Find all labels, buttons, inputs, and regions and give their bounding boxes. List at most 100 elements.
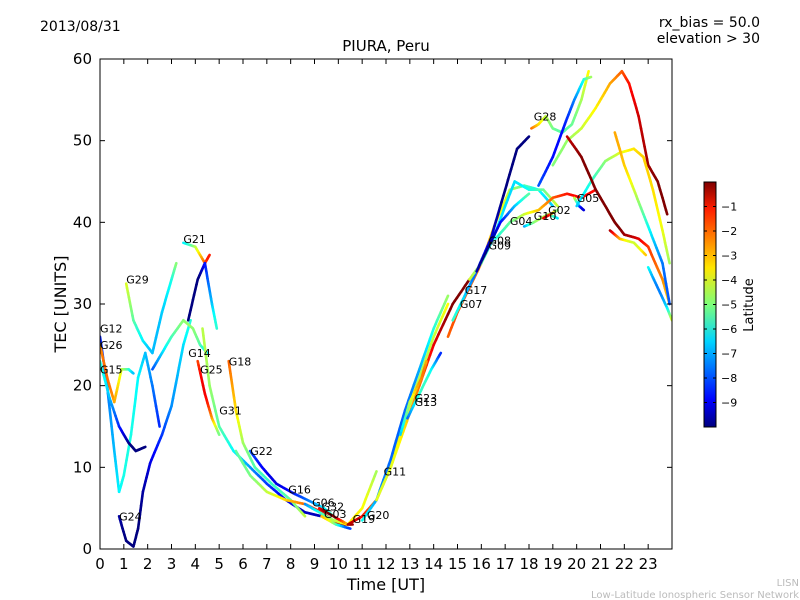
- series-G12: [100, 335, 161, 494]
- satellite-label: G04: [510, 215, 533, 228]
- satellite-label: G06: [312, 497, 335, 510]
- y-tick-label: 10: [73, 458, 92, 476]
- y-tick-label: 0: [82, 540, 92, 558]
- elevation-label: elevation > 30: [657, 31, 760, 47]
- satellite-label: G02: [548, 204, 571, 217]
- series-segment: [438, 351, 443, 357]
- x-tick-label: 17: [496, 555, 515, 573]
- x-tick-label: 6: [238, 555, 248, 573]
- satellite-label: G11: [384, 466, 407, 479]
- satellite-label: G26: [100, 339, 123, 352]
- x-tick-label: 5: [214, 555, 224, 573]
- series-segment: [301, 512, 307, 518]
- satellite-label: G12: [100, 323, 123, 336]
- x-tick-label: 7: [262, 555, 272, 573]
- series-segment: [347, 526, 352, 530]
- series-track-33: [613, 131, 671, 306]
- x-tick-label: 21: [591, 555, 610, 573]
- satellite-label: G31: [219, 404, 242, 417]
- y-tick-label: 60: [73, 50, 92, 68]
- x-tick-label: 9: [310, 555, 320, 573]
- satellite-label: G15: [100, 363, 123, 376]
- series-G26: [100, 343, 135, 404]
- satellite-label: G17: [465, 284, 488, 297]
- series-layer: [100, 70, 672, 548]
- y-tick-label: 50: [73, 132, 92, 150]
- x-axis-label: Time [UT]: [346, 575, 425, 594]
- series-G14: [151, 318, 209, 371]
- series-G06: [303, 470, 378, 526]
- satellite-label: G05: [577, 192, 600, 205]
- axis-ticks: 0 1 2 3 4 5 6 7 8 9 10 11 12 13 14 15 16 17 18 19 20 21 22 2301…: [73, 50, 672, 573]
- series-segment: [424, 359, 428, 365]
- series-segment: [107, 400, 112, 412]
- x-tick-label: 3: [167, 555, 177, 573]
- satellite-label: G29: [126, 274, 149, 287]
- colorbar-label: Latitude: [742, 278, 757, 332]
- x-tick-label: 12: [376, 555, 395, 573]
- series-segment: [554, 202, 559, 208]
- series-segment: [188, 318, 192, 325]
- satellite-label: G13: [415, 396, 438, 409]
- series-segment: [581, 208, 586, 212]
- colorbar-tick-label: −4: [721, 274, 737, 287]
- series-segment: [142, 445, 147, 449]
- x-tick-label: 15: [448, 555, 467, 573]
- y-tick-label: 40: [73, 213, 92, 231]
- x-tick-label: 18: [519, 555, 538, 573]
- y-tick-label: 20: [73, 377, 92, 395]
- footer-org-short: LISN: [777, 578, 799, 589]
- series-G08: [475, 192, 531, 273]
- colorbar-tick-label: −3: [721, 250, 737, 263]
- series-G29: [124, 261, 178, 355]
- series-G32: [317, 506, 350, 526]
- x-tick-label: 10: [329, 555, 348, 573]
- series-segment: [157, 420, 161, 428]
- series-segment: [109, 416, 113, 428]
- x-tick-label: 19: [543, 555, 562, 573]
- series-track-35: [646, 265, 672, 322]
- series-G25: [196, 359, 221, 437]
- colorbar-tick-label: −6: [721, 323, 737, 336]
- series-segment: [373, 470, 378, 478]
- satellite-label: G20: [367, 509, 390, 522]
- satellite-label: G32: [322, 501, 345, 514]
- series-segment: [112, 441, 116, 453]
- series-segment: [549, 202, 555, 208]
- series-G28: [530, 70, 590, 134]
- series-G21: [182, 241, 211, 265]
- x-tick-label: 23: [639, 555, 658, 573]
- satellite-label: G19: [353, 513, 376, 526]
- y-axis-label: TEC [UNITS]: [51, 256, 70, 354]
- x-tick-label: 20: [567, 555, 586, 573]
- x-tick-label: 16: [472, 555, 491, 573]
- date-label: 2013/08/31: [40, 19, 121, 35]
- colorbar-tick-label: −8: [721, 372, 737, 385]
- colorbar-tick-label: −9: [721, 397, 737, 410]
- series-segment: [586, 70, 590, 77]
- satellite-label: G28: [534, 110, 557, 123]
- series-G13: [406, 351, 443, 420]
- colorbar-tick-label: −5: [721, 299, 737, 312]
- series-segment: [111, 433, 115, 445]
- series-G24: [117, 318, 192, 548]
- series-G02: [541, 208, 559, 220]
- colorbar-tick-label: −2: [721, 225, 737, 238]
- series-segment: [131, 371, 135, 375]
- satellite-label: G07: [460, 298, 483, 311]
- satellite-labels: G12G26G15G29G24G21G14G25G31G18G22G16G06G…: [100, 110, 599, 526]
- x-tick-label: 13: [400, 555, 419, 573]
- satellite-label: G08: [489, 234, 512, 247]
- series-segment: [444, 302, 450, 310]
- series-segment: [667, 297, 671, 306]
- satellite-label: G14: [188, 347, 211, 360]
- satellite-label: G18: [229, 355, 252, 368]
- series-segment: [555, 216, 559, 220]
- satellite-label: G10: [534, 210, 557, 223]
- series-track-34: [608, 229, 648, 257]
- series-segment: [180, 343, 185, 354]
- series-segment: [214, 324, 219, 330]
- x-tick-label: 0: [95, 555, 105, 573]
- series-segment: [667, 257, 671, 265]
- satellite-label: G23: [415, 392, 438, 405]
